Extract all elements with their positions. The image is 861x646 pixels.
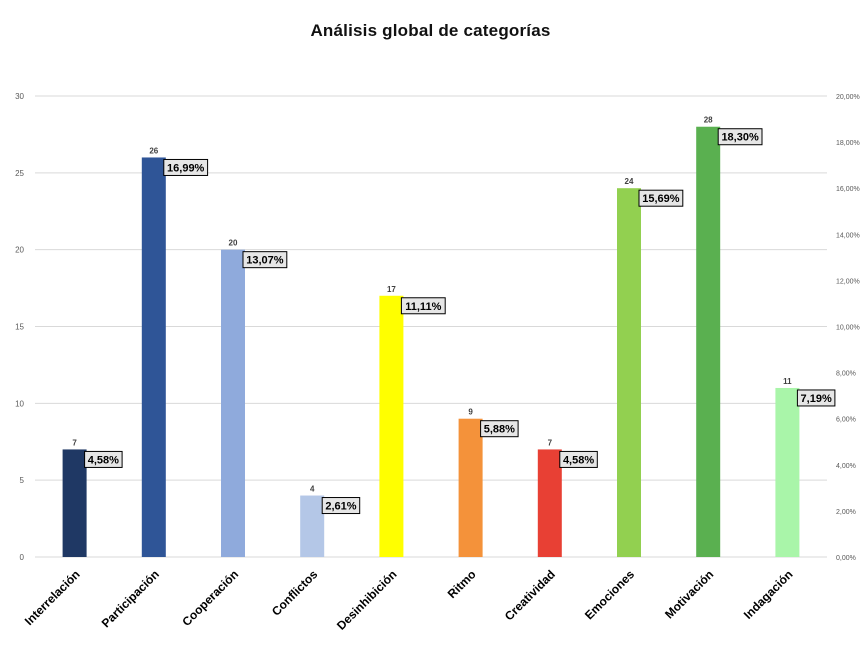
percent-label-box bbox=[242, 251, 288, 269]
y2-tick-label: 18,00% bbox=[836, 140, 860, 147]
bar bbox=[696, 126, 721, 557]
percent-label: 5,88% bbox=[484, 424, 515, 436]
percent-label-box bbox=[321, 497, 361, 515]
y2-tick-label: 2,00% bbox=[836, 509, 856, 516]
percent-label: 15,69% bbox=[642, 193, 680, 205]
bar-value-label: 11 bbox=[783, 377, 792, 386]
x-tick-label: Indagación bbox=[741, 567, 796, 622]
bar-value-label: 4 bbox=[310, 485, 315, 494]
bar bbox=[775, 387, 800, 557]
bar-value-label: 28 bbox=[704, 116, 713, 125]
x-tick-label: Motivación bbox=[662, 567, 716, 621]
bar bbox=[221, 249, 245, 557]
x-tick-label: Emociones bbox=[582, 567, 637, 622]
bar-value-label: 20 bbox=[229, 239, 238, 248]
x-tick-label: Conflictos bbox=[269, 567, 321, 619]
percent-label-box bbox=[84, 450, 123, 468]
y-tick-label: 25 bbox=[15, 169, 24, 178]
x-tick-label: Interrelación bbox=[22, 567, 83, 628]
bar-value-label: 7 bbox=[72, 438, 77, 447]
percent-label: 2,61% bbox=[325, 501, 356, 513]
percent-label-box bbox=[559, 450, 598, 468]
percent-label: 18,30% bbox=[721, 132, 759, 144]
y2-tick-label: 12,00% bbox=[836, 278, 860, 285]
percent-label-box bbox=[163, 158, 209, 176]
percent-label: 11,11% bbox=[405, 301, 441, 313]
bar-value-label: 17 bbox=[387, 285, 396, 294]
bar-value-label: 26 bbox=[149, 146, 158, 155]
y2-tick-label: 6,00% bbox=[836, 417, 856, 424]
bar bbox=[458, 418, 483, 557]
percent-label: 13,07% bbox=[246, 255, 284, 267]
y-tick-label: 0 bbox=[20, 553, 25, 562]
x-tick-label: Desinhibición bbox=[334, 567, 400, 633]
bar-value-label: 9 bbox=[468, 408, 473, 417]
y-tick-label: 15 bbox=[15, 323, 24, 332]
y2-tick-label: 8,00% bbox=[836, 371, 856, 378]
bar bbox=[300, 495, 325, 557]
y2-tick-label: 20,00% bbox=[836, 94, 860, 101]
percent-label-box bbox=[638, 189, 684, 207]
bar bbox=[617, 188, 641, 557]
bar bbox=[141, 157, 166, 557]
bar bbox=[62, 449, 87, 557]
percent-label: 4,58% bbox=[88, 454, 119, 466]
y-tick-label: 10 bbox=[15, 399, 24, 408]
percent-label-box bbox=[796, 389, 836, 407]
percent-label: 16,99% bbox=[167, 162, 205, 174]
chart-title: Análisis global de categorías bbox=[310, 21, 551, 40]
x-tick-label: Creatividad bbox=[502, 567, 558, 623]
percent-label-box bbox=[717, 128, 763, 146]
y2-tick-label: 16,00% bbox=[836, 186, 860, 193]
y2-tick-label: 4,00% bbox=[836, 463, 856, 470]
y2-tick-label: 10,00% bbox=[836, 325, 860, 332]
percent-label-box bbox=[480, 420, 519, 438]
bar bbox=[379, 295, 404, 557]
y-tick-label: 30 bbox=[15, 92, 24, 101]
y-tick-label: 5 bbox=[20, 476, 25, 485]
percent-label-box bbox=[400, 297, 446, 315]
y2-tick-label: 14,00% bbox=[836, 232, 860, 239]
bar-value-label: 24 bbox=[625, 177, 634, 186]
x-tick-label: Cooperación bbox=[179, 567, 241, 629]
percent-label: 7,19% bbox=[801, 393, 832, 405]
x-tick-label: Ritmo bbox=[445, 567, 479, 601]
bar bbox=[537, 449, 562, 557]
y2-tick-label: 0,00% bbox=[836, 555, 856, 562]
percent-label: 4,58% bbox=[563, 454, 594, 466]
bar-value-label: 7 bbox=[548, 438, 553, 447]
x-tick-label: Participación bbox=[99, 567, 162, 630]
y-tick-label: 20 bbox=[15, 246, 24, 255]
